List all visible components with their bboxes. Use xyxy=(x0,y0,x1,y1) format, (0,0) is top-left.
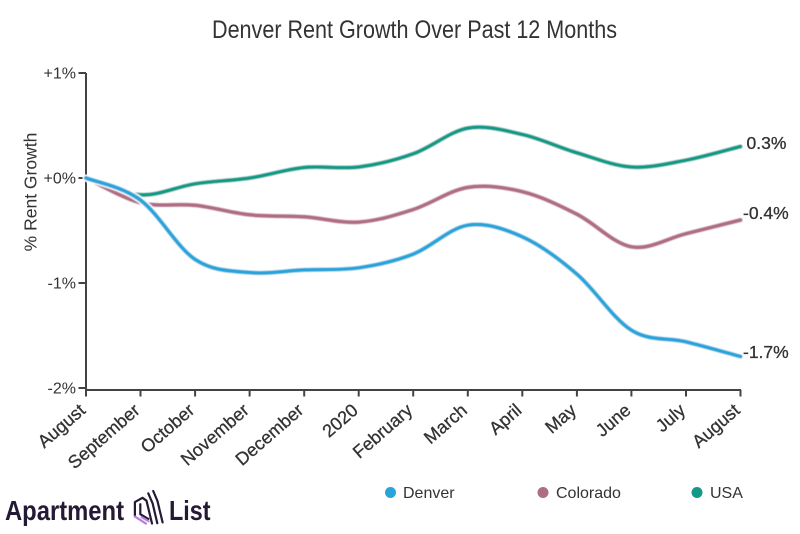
svg-text:-1%: -1% xyxy=(48,276,76,293)
svg-text:-0.4%: -0.4% xyxy=(743,203,789,223)
svg-text:0.3%: 0.3% xyxy=(747,133,787,153)
svg-text:-1.7%: -1.7% xyxy=(743,342,789,362)
svg-text:-2%: -2% xyxy=(48,381,76,398)
svg-text:+1%: +1% xyxy=(44,66,76,83)
svg-text:+0%: +0% xyxy=(44,171,76,188)
svg-text:Colorado: Colorado xyxy=(556,485,621,502)
svg-text:USA: USA xyxy=(710,485,743,502)
svg-text:Denver Rent Growth Over Past 1: Denver Rent Growth Over Past 12 Months xyxy=(212,16,617,44)
svg-text:Apartment: Apartment xyxy=(5,495,124,526)
svg-text:List: List xyxy=(169,495,211,526)
svg-text:Denver: Denver xyxy=(403,485,455,502)
svg-text:% Rent Growth: % Rent Growth xyxy=(21,133,41,252)
